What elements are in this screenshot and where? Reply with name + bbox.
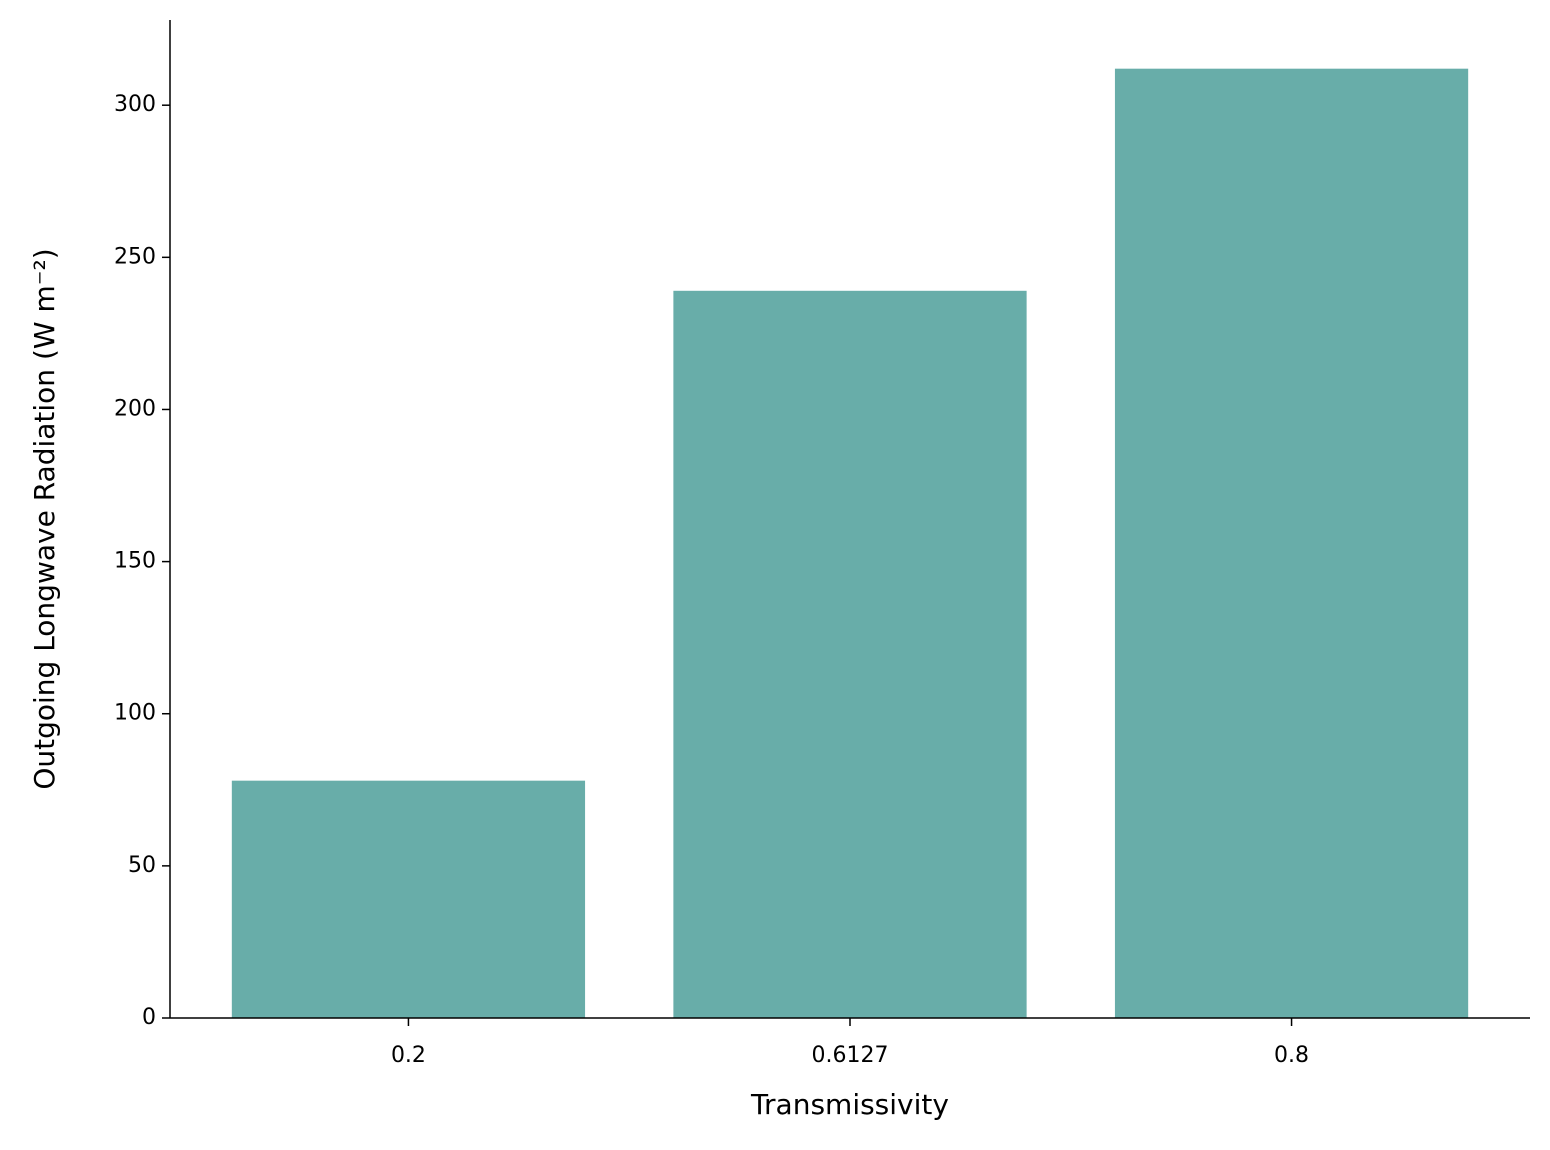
bar [1114,68,1469,1019]
x-tick-label: 0.2 [391,1043,426,1068]
y-tick-label: 300 [114,92,156,117]
y-tick-label: 250 [114,244,156,269]
y-tick-label: 200 [114,396,156,421]
y-tick-label: 50 [128,853,156,878]
x-axis-title: Transmissivity [750,1088,949,1121]
x-tick-label: 0.8 [1274,1043,1309,1068]
x-tick-label: 0.6127 [812,1043,889,1068]
y-tick-label: 150 [114,549,156,574]
bar [673,290,1027,1018]
bar [231,780,586,1018]
y-tick-label: 100 [114,701,156,726]
y-axis-title: Outgoing Longwave Radiation (W m⁻²) [28,248,61,789]
y-tick-label: 0 [142,1005,156,1030]
